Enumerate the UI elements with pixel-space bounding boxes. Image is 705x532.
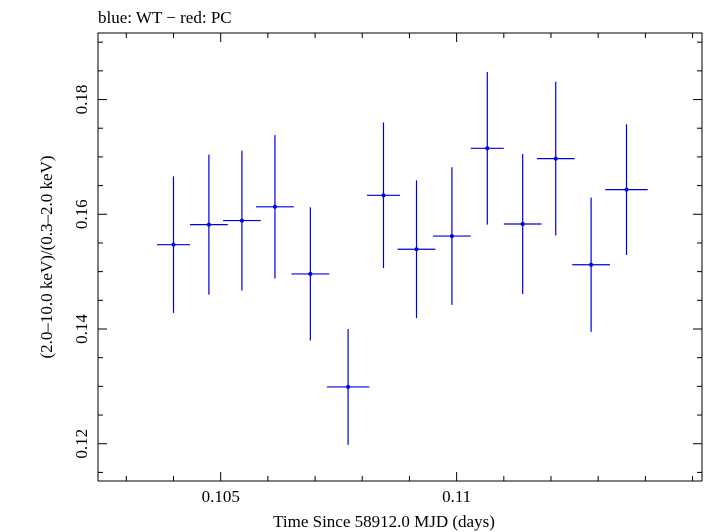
data-point — [291, 207, 330, 341]
data-point — [156, 176, 191, 313]
data-marker — [485, 146, 490, 151]
data-point — [366, 122, 400, 269]
chart-title: blue: WT − red: PC — [98, 8, 232, 27]
axis-tick-labels: 0.105 0.11 0.12 0.14 0.16 0.18 — [72, 85, 471, 506]
data-marker — [624, 187, 629, 192]
data-point — [605, 124, 648, 255]
data-marker — [308, 271, 313, 276]
x-tick-label: 0.105 — [202, 487, 240, 506]
data-marker — [414, 247, 419, 252]
y-axis-label: (2.0–10.0 keV)/(0.3–2.0 keV) — [37, 155, 56, 358]
y-tick-label: 0.16 — [72, 199, 91, 229]
data-marker — [589, 262, 594, 267]
data-marker — [381, 193, 386, 198]
y-tick-label: 0.14 — [72, 314, 91, 344]
data-marker — [449, 234, 454, 239]
data-point — [223, 150, 261, 291]
x-axis-label: Time Since 58912.0 MJD (days) — [273, 512, 495, 531]
data-point — [326, 328, 370, 445]
data-point — [190, 154, 228, 295]
data-point — [397, 180, 436, 319]
data-marker — [171, 242, 176, 247]
data-point — [256, 135, 294, 279]
data-marker — [239, 218, 244, 223]
data-point — [433, 167, 471, 305]
data-marker — [520, 222, 525, 227]
y-tick-label: 0.18 — [72, 85, 91, 115]
data-point — [503, 154, 542, 294]
data-marker — [553, 156, 558, 161]
data-point — [572, 197, 610, 332]
plot-frame — [97, 32, 703, 482]
data-marker — [346, 384, 351, 389]
y-tick-label: 0.12 — [72, 429, 91, 459]
data-point — [470, 72, 504, 225]
data-points — [156, 72, 648, 445]
data-point — [536, 81, 575, 236]
data-marker — [206, 222, 211, 227]
axis-ticks — [98, 33, 702, 481]
data-marker — [272, 204, 277, 209]
x-tick-label: 0.11 — [442, 487, 471, 506]
